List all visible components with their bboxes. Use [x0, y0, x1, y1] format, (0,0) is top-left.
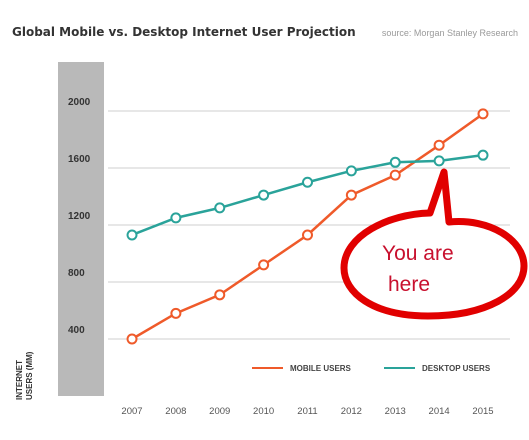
x-tick-label: 2007 [121, 406, 142, 417]
data-point-mobile [477, 108, 489, 120]
y-tick-label: 800 [68, 268, 85, 279]
y-tick-label: 400 [68, 325, 85, 336]
x-tick-label: 2015 [472, 406, 493, 417]
x-tick-label: 2013 [385, 406, 406, 417]
data-point-desktop [258, 189, 270, 201]
x-tick-label: 2008 [165, 406, 186, 417]
data-point-mobile [126, 333, 138, 345]
data-point-desktop [389, 156, 401, 168]
data-point-desktop [477, 149, 489, 161]
data-point-mobile [258, 259, 270, 271]
x-tick-label: 2009 [209, 406, 230, 417]
y-axis-label-line1: INTERNET [15, 360, 24, 400]
x-tick-label: 2012 [341, 406, 362, 417]
x-tick-labels: 2007 2008 2009 2010 2011 2012 2013 2014 2015 [121, 406, 493, 417]
x-tick-label: 2010 [253, 406, 274, 417]
chart-title: Global Mobile vs. Desktop Internet User … [12, 25, 356, 39]
callout-text-line2: here [388, 273, 430, 296]
data-point-desktop [433, 155, 445, 167]
data-point-mobile [345, 189, 357, 201]
data-point-desktop [126, 229, 138, 241]
data-point-mobile [302, 229, 313, 241]
data-point-desktop [170, 212, 182, 224]
you-are-here-callout: You are here [340, 168, 528, 320]
legend-label-desktop: DESKTOP USERS [422, 364, 491, 373]
y-tick-label: 2000 [68, 97, 91, 108]
legend: MOBILE USERS DESKTOP USERS [252, 364, 491, 373]
data-point-desktop [214, 202, 226, 214]
chart-source: source: Morgan Stanley Research [382, 28, 518, 38]
y-tick-labels: 400 800 1200 1600 2000 [68, 97, 91, 336]
series-layer [126, 108, 489, 345]
callout-text-line1: You are [382, 242, 454, 265]
legend-label-mobile: MOBILE USERS [290, 364, 352, 373]
data-point-mobile [170, 307, 182, 319]
data-point-desktop [302, 176, 313, 188]
x-tick-label: 2014 [429, 406, 450, 417]
data-point-mobile [433, 139, 445, 151]
y-tick-label: 1600 [68, 154, 91, 165]
y-axis-label-line2: USERS (MM) [25, 351, 34, 400]
x-tick-label: 2011 [297, 406, 317, 417]
y-tick-label: 1200 [68, 211, 91, 222]
data-point-mobile [214, 289, 226, 301]
data-point-desktop [345, 165, 357, 177]
data-point-mobile [389, 169, 401, 181]
y-axis-band [58, 62, 104, 396]
speech-bubble [340, 168, 528, 320]
